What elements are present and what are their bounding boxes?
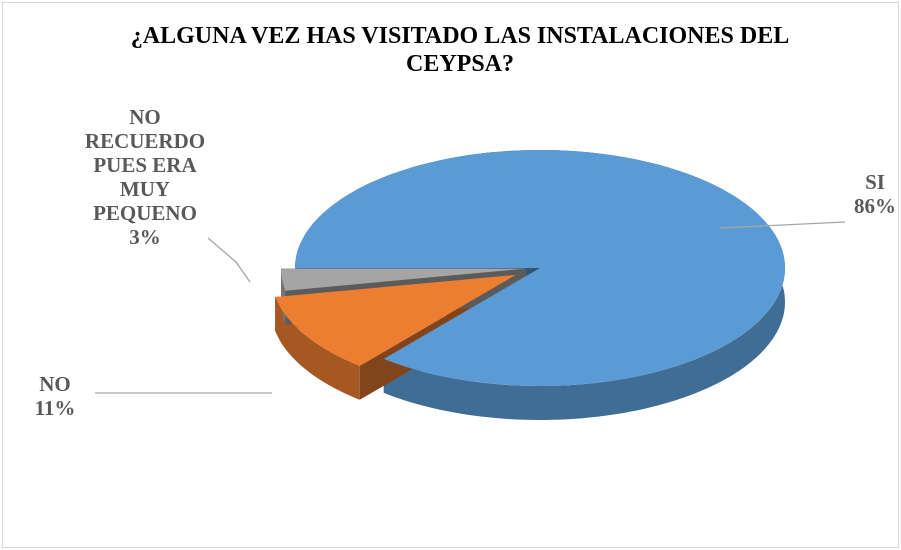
value-label: 86% — [854, 194, 896, 218]
slice — [275, 274, 516, 366]
slice-side — [275, 297, 360, 400]
value-label: 3% — [129, 225, 161, 249]
data-label: NO RECUERDO PUES ERA MUY PEQUENO 3% — [80, 105, 210, 249]
leader-line — [207, 237, 251, 283]
leader-line — [719, 221, 846, 229]
category-label: NO RECUERDO PUES ERA MUY PEQUENO — [84, 105, 206, 225]
data-label: NO 11% — [20, 372, 90, 420]
category-label: NO — [39, 372, 71, 396]
value-label: 11% — [34, 396, 76, 420]
slice — [295, 150, 785, 386]
slice — [281, 268, 527, 291]
category-label: SI — [865, 170, 885, 194]
data-label: SI 86% — [840, 170, 901, 218]
chart-title: ¿ALGUNA VEZ HAS VISITADO LAS INSTALACION… — [130, 23, 790, 77]
